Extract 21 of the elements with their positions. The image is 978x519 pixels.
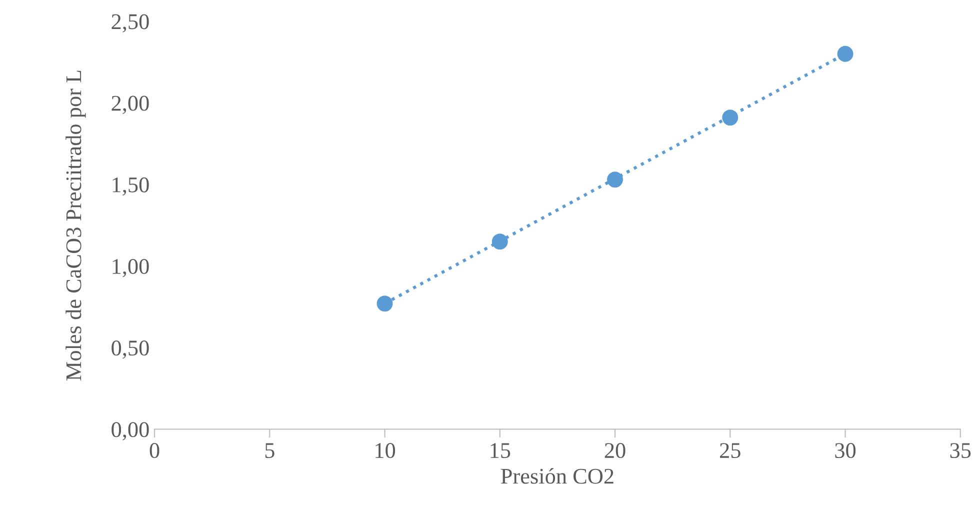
- y-tick-label: 1,50: [112, 177, 149, 196]
- point: [837, 46, 854, 62]
- x-tick-label: 20: [604, 443, 626, 458]
- point: [607, 172, 623, 188]
- x-tick-label: 15: [490, 443, 510, 458]
- point: [492, 234, 508, 250]
- y-tick-label: 0,00: [112, 422, 149, 440]
- y-tick-label: 2,00: [112, 96, 149, 114]
- x-axis-title: Presión CO2: [500, 468, 614, 484]
- point: [722, 110, 738, 126]
- y-tick-label: 0,50: [112, 340, 149, 359]
- x-tick-label: 35: [950, 443, 971, 458]
- x-tick-label: 30: [835, 443, 856, 458]
- y-axis-title: Moles de CaCO3 Preciitrado por L: [66, 70, 86, 380]
- x-tick-label: 0: [150, 443, 160, 458]
- y-tick-label: 2,50: [112, 14, 149, 32]
- x-tick-label: 5: [265, 443, 274, 458]
- x-tick-label: 10: [376, 443, 396, 458]
- y-tick-label: 1,00: [112, 258, 149, 278]
- point: [376, 296, 393, 312]
- x-tick-label: 25: [720, 443, 740, 458]
